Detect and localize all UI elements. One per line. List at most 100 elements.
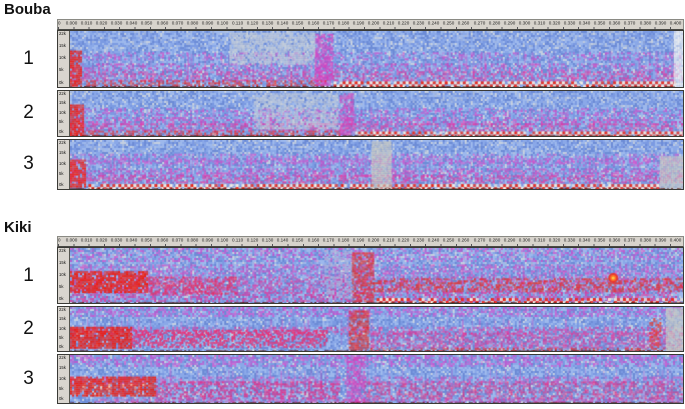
row-number: 1: [23, 47, 34, 69]
time-ruler-origin: 0: [58, 20, 61, 26]
time-tick-label: 0.190: [352, 20, 365, 26]
kiki-row-3: 3 22k 15k 10k 5k 0k: [0, 354, 685, 404]
spectrogram-canvas-bouba-2: [70, 90, 683, 136]
time-tick-label: 0.290: [503, 20, 516, 26]
time-tick-label: 0.230: [412, 20, 425, 26]
time-tick-label: 0.130: [262, 20, 274, 26]
time-tick-label: 0.070: [171, 20, 183, 26]
spectrogram-canvas-kiki-1: [70, 248, 683, 303]
time-tick-label: 0.120: [246, 237, 259, 244]
freq-label: 15k: [59, 43, 66, 49]
frequency-scale: 22k 15k 10k 5k 0k: [58, 139, 70, 189]
time-tick-label: 0.210: [382, 237, 395, 244]
time-tick-label: 0.130: [262, 237, 274, 244]
time-tick-label: 0.080: [186, 20, 199, 26]
time-tick-label: 0.000: [65, 20, 78, 26]
freq-label: 22k: [59, 91, 66, 97]
row-number: 2: [23, 318, 34, 339]
time-tick-label: 0.090: [201, 20, 214, 26]
time-tick-label: 0.280: [488, 20, 500, 26]
time-tick-label: 0.010: [80, 20, 93, 26]
row-number: 1: [23, 264, 34, 286]
time-tick-label: 0.340: [578, 237, 591, 244]
freq-label: 10k: [59, 272, 66, 278]
time-tick-label: 0.240: [428, 237, 440, 244]
freq-label: 22k: [59, 31, 66, 37]
time-tick-label: 0.100: [216, 237, 229, 244]
kiki-row-2: 2 22k 15k 10k 5k 0k: [0, 306, 685, 352]
freq-label: 0k: [59, 80, 64, 86]
freq-label: 0k: [59, 296, 64, 302]
frequency-scale: 22k 15k 10k 5k 0k: [58, 90, 70, 136]
freq-label: 22k: [59, 140, 66, 146]
time-tick-label: 0.360: [609, 237, 621, 244]
time-tick-label: 0.170: [322, 20, 334, 26]
kiki-row-1: 1 22k 15k 10k 5k 0k: [0, 247, 685, 304]
freq-label: 15k: [59, 316, 66, 322]
time-tick-label: 0.020: [95, 20, 108, 26]
time-tick-label: 0.310: [533, 20, 546, 26]
time-tick-label: 0.270: [473, 237, 485, 244]
freq-label: 0k: [59, 396, 64, 402]
spectrogram-canvas-kiki-3: [70, 355, 683, 403]
time-tick-label: 0.350: [594, 237, 606, 244]
time-ruler-kiki: 0 0.000 0.010 0.020 0.030 0.040 0.050 0.060 0.0…: [57, 236, 684, 247]
time-tick-label: 0.270: [473, 20, 485, 26]
time-tick-label: 0.220: [397, 237, 410, 244]
time-tick-label: 0.000: [65, 237, 78, 244]
freq-label: 10k: [59, 376, 66, 382]
freq-label: 15k: [59, 150, 66, 156]
time-tick-label: 0.010: [80, 237, 93, 244]
row-number: 2: [23, 102, 34, 123]
time-tick-label: 0.140: [277, 237, 289, 244]
time-tick-label: 0.390: [654, 237, 666, 244]
frequency-scale: 22k 15k 10k 5k 0k: [58, 30, 70, 87]
bouba-row-3: 3 22k 15k 10k 5k 0k: [0, 138, 685, 190]
time-tick-label: 0.200: [367, 20, 380, 26]
frequency-scale: 22k 15k 10k 5k 0k: [58, 307, 70, 351]
time-tick-label: 0.250: [443, 237, 455, 244]
time-tick-label: 0.310: [533, 237, 546, 244]
time-tick-label: 0.370: [624, 237, 636, 244]
time-tick-label: 0.100: [216, 20, 229, 26]
time-ruler-bouba: 0 0.000 0.010 0.020 0.030 0.040 0.050 0.060 0.0…: [57, 18, 684, 30]
time-tick-label: 0.340: [578, 20, 591, 26]
time-tick-label: 0.140: [277, 20, 289, 26]
time-tick-label: 0.170: [322, 237, 334, 244]
time-tick-label: 0.300: [518, 237, 531, 244]
time-tick-label: 0.330: [563, 20, 576, 26]
time-tick-label: 0.200: [367, 237, 380, 244]
spectrogram-canvas-bouba-1: [70, 30, 683, 87]
time-tick-label: 0.380: [639, 20, 651, 26]
kiki-panel: Kiki 0 0.000 0.010 0.020 0.030 0.040 0.050 0.0…: [0, 192, 685, 404]
bouba-panel: Bouba 0 0.000 0.010 0.020 0.030 0.040 0.050 0.…: [0, 0, 685, 190]
freq-label: 22k: [59, 248, 66, 254]
spectrogram-frame: 22k 15k 10k 5k 0k: [57, 354, 684, 404]
freq-label: 5k: [59, 119, 64, 125]
freq-label: 0k: [59, 344, 64, 350]
time-ruler-origin: 0: [58, 237, 61, 244]
time-tick-label: 0.030: [111, 20, 123, 26]
freq-label: 5k: [59, 284, 64, 290]
freq-label: 10k: [59, 55, 66, 61]
time-tick-label: 0.280: [488, 237, 500, 244]
bouba-row-2: 2 22k 15k 10k 5k 0k: [0, 89, 685, 137]
time-tick-label: 0.030: [111, 237, 123, 244]
spectrogram-frame: 22k 15k 10k 5k 0k: [57, 29, 684, 88]
bouba-row-1: 1 22k 15k 10k 5k 0k: [0, 29, 685, 88]
spectrogram-frame: 22k 15k 10k 5k 0k: [57, 89, 684, 137]
time-tick-label: 0.400: [669, 20, 682, 26]
time-tick-label: 0.400: [669, 237, 682, 244]
kiki-title: Kiki: [4, 218, 32, 236]
freq-label: 22k: [59, 355, 66, 361]
time-tick-label: 0.190: [352, 237, 365, 244]
time-tick-label: 0.150: [292, 237, 304, 244]
row-number: 3: [23, 153, 34, 174]
time-tick-label: 0.350: [594, 20, 606, 26]
time-tick-label: 0.120: [246, 20, 259, 26]
freq-label: 5k: [59, 335, 64, 341]
time-tick-label: 0.040: [126, 20, 138, 26]
time-tick-label: 0.220: [397, 20, 410, 26]
freq-label: 10k: [59, 161, 66, 167]
